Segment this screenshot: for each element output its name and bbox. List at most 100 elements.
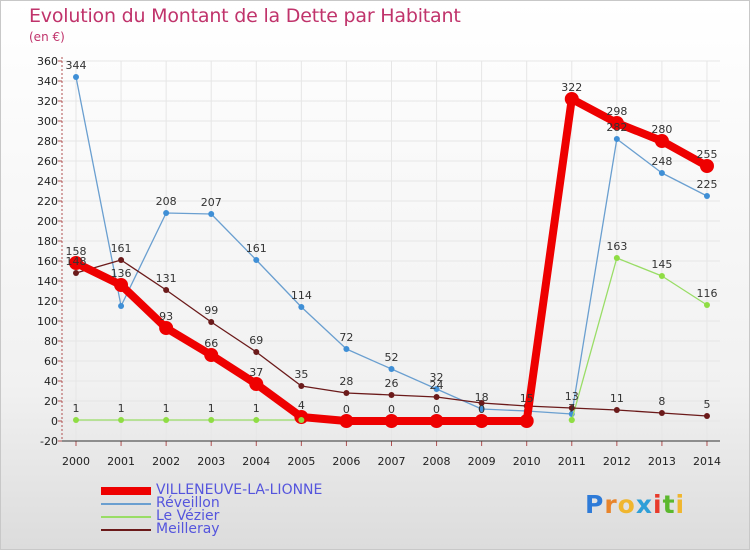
data-point-2-overlay [298,417,305,423]
y-tick-label: 140 [37,275,58,288]
data-label: 298 [606,105,627,118]
y-tick-label: 240 [37,175,58,188]
legend-label: Réveillon [156,495,220,511]
series-line-2 [571,257,708,421]
proxiti-logo: Proxiti [585,490,685,519]
data-point-0 [564,92,579,106]
data-point-2 [163,417,170,423]
data-point-0 [609,116,624,130]
data-point-1 [433,386,440,392]
legend: VILLENEUVE-LA-LIONNE Réveillon Le Vézier Me… [101,482,361,537]
data-label: 322 [561,81,582,94]
data-label: 69 [249,334,263,347]
logo-letter: i [675,490,686,519]
legend-swatch [101,516,151,518]
axes: -200204060801001201401601802002202402602… [37,55,721,468]
data-label: 248 [651,155,672,168]
data-label: 255 [696,148,717,161]
data-point-1 [73,74,79,80]
data-point-1 [703,193,710,199]
data-point-3 [613,407,620,413]
data-label: 7 [568,402,575,415]
data-point-3 [163,287,170,293]
data-point-3 [478,400,485,406]
x-tick-label: 2014 [693,455,721,468]
data-point-0 [249,377,264,391]
legend-label: Le Vézier [156,508,220,524]
logo-letter: i [653,490,663,519]
data-label: 163 [606,240,627,253]
data-label: 131 [156,272,177,285]
data-label: 225 [696,178,717,191]
data-label: 1 [253,402,260,415]
y-tick-label: 60 [44,355,58,368]
data-point-1 [613,136,620,142]
data-label: 207 [201,196,222,209]
legend-item: Meilleray [101,521,361,537]
data-label: 1 [118,402,125,415]
data-point-3 [118,257,125,263]
x-tick-label: 2010 [513,455,541,468]
logo-letter: x [635,490,653,519]
data-label: 0 [343,403,350,416]
data-label: 18 [475,391,489,404]
data-point-2 [253,417,260,423]
data-point-2-overlay [568,417,575,423]
legend-label: VILLENEUVE-LA-LIONNE [156,482,323,498]
data-label: 116 [696,287,717,300]
x-tick-label: 2009 [468,455,496,468]
y-tick-label: 180 [37,235,58,248]
data-point-0 [699,159,714,173]
data-point-2 [703,302,710,308]
chart-title: Evolution du Montant de la Dette par Hab… [29,5,461,27]
data-point-0 [429,414,444,428]
data-label: 282 [606,121,627,134]
data-label: 208 [156,195,177,208]
logo-letter: r [604,490,618,519]
data-label: 26 [384,377,398,390]
data-point-1 [298,304,305,310]
data-label: 72 [339,331,353,344]
data-point-2 [658,273,665,279]
x-tick-label: 2011 [558,455,586,468]
data-point-1 [208,211,215,217]
data-point-3 [343,390,350,396]
data-point-2 [73,417,79,423]
data-point-1 [253,257,260,263]
data-label: 11 [610,392,624,405]
x-tick-label: 2008 [423,455,451,468]
data-point-1 [118,303,125,309]
y-tick-label: 200 [37,215,58,228]
data-label: 114 [291,289,312,302]
data-point-0 [339,414,354,428]
x-tick-label: 2002 [152,455,180,468]
y-tick-label: 0 [51,415,58,428]
data-label: 66 [204,337,218,350]
x-tick-label: 2003 [197,455,225,468]
data-point-1 [163,210,170,216]
data-point-0 [474,414,489,428]
data-label: 161 [111,242,132,255]
y-tick-label: 120 [37,295,58,308]
x-tick-label: 2004 [242,455,270,468]
data-label: 32 [430,371,444,384]
logo-letter: P [585,490,605,519]
y-tick-label: 320 [37,95,58,108]
y-tick-label: 220 [37,195,58,208]
y-tick-label: 260 [37,155,58,168]
data-label: 0 [388,403,395,416]
logo-letter: t [662,490,676,519]
y-tick-label: 80 [44,335,58,348]
data-label: 99 [204,304,218,317]
y-tick-label: 340 [37,75,58,88]
data-label: 0 [478,403,485,416]
data-label: 1 [208,402,215,415]
data-point-2 [118,417,125,423]
legend-swatch [101,529,151,531]
chart-subtitle: (en €) [29,30,65,44]
legend-swatch [101,503,151,505]
data-label: 24 [430,379,444,392]
data-label: 136 [111,267,132,280]
